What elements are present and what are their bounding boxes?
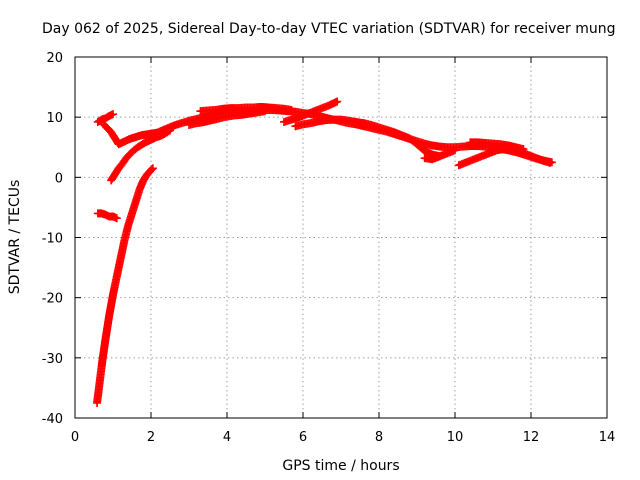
- y-tick-label: -20: [42, 292, 63, 307]
- x-tick-label: 10: [447, 430, 464, 445]
- x-tick-label: 2: [147, 430, 155, 445]
- x-tick-label: 6: [299, 430, 307, 445]
- y-axis-title: SDTVAR / TECUs: [7, 180, 23, 295]
- x-tick-label: 0: [71, 430, 79, 445]
- data-point: [333, 97, 342, 106]
- data-point: [112, 214, 121, 223]
- y-tick-label: -10: [42, 232, 63, 247]
- data-point: [519, 145, 528, 154]
- chart-title: Day 062 of 2025, Sidereal Day-to-day VTE…: [42, 21, 616, 37]
- y-tick-label: 0: [55, 171, 63, 186]
- y-tick-label: 10: [46, 111, 63, 126]
- data-point: [147, 165, 156, 174]
- y-tick-label: -40: [42, 412, 63, 427]
- data-point: [451, 146, 459, 155]
- x-tick-label: 8: [375, 430, 383, 445]
- data-point: [287, 105, 296, 114]
- data-point: [546, 158, 554, 167]
- y-tick-label: -30: [42, 352, 63, 367]
- plot-frame: [74, 56, 608, 419]
- axis-ticks: 0 2 4 6 8 10 12 14 -40 -30 -20 -10 0 10 20: [42, 51, 616, 445]
- x-axis-title: GPS time / hours: [282, 458, 399, 474]
- x-tick-label: 14: [599, 430, 616, 445]
- grid-lines: [75, 57, 607, 418]
- data-marks: [93, 97, 556, 407]
- data-point: [148, 164, 157, 173]
- x-tick-label: 4: [223, 430, 231, 445]
- data-point: [109, 110, 117, 119]
- x-tick-label: 12: [523, 430, 540, 445]
- y-tick-label: 20: [46, 51, 63, 66]
